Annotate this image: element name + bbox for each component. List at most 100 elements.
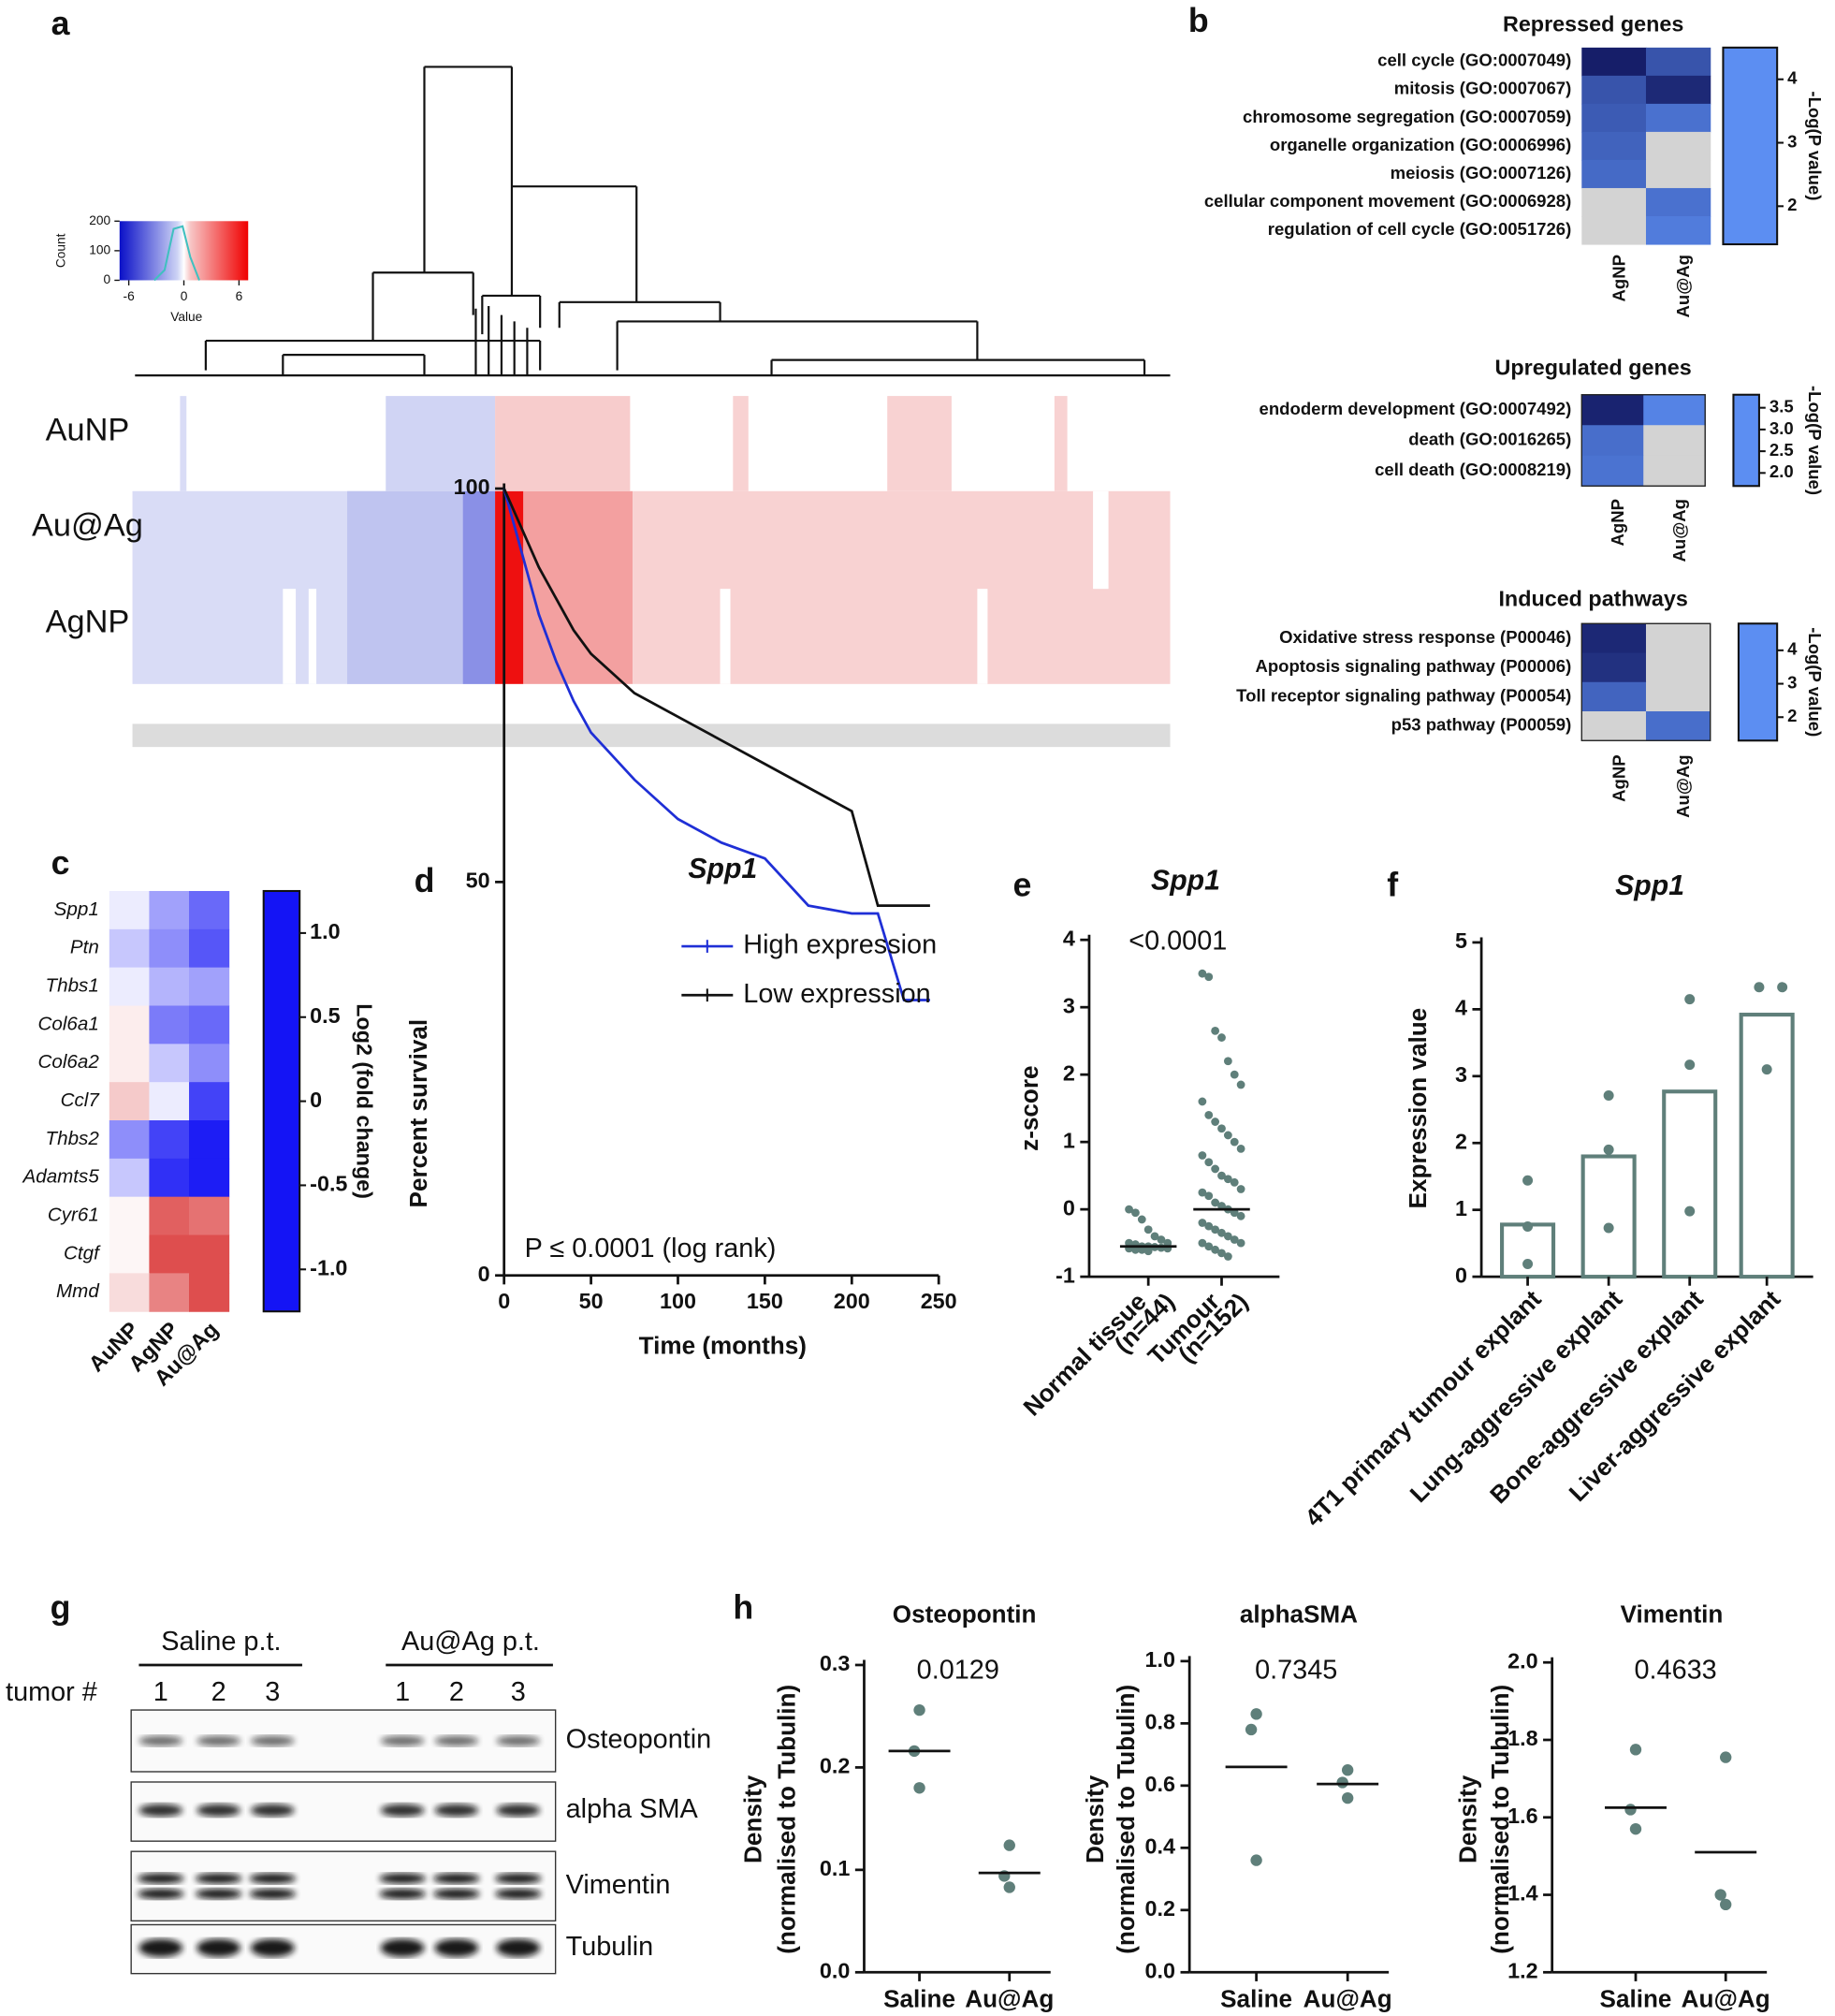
x-tick-label: Au@Ag [1303, 1984, 1392, 2012]
heatmap-cell [1645, 159, 1711, 189]
blot-box [130, 1781, 557, 1842]
column-label: Au@Ag [1673, 255, 1693, 317]
colorbar-label: Log2 (fold change) [352, 1003, 376, 1199]
lane-label: 2 [211, 1677, 226, 1707]
row-label: chromosome segregation (GO:0007059) [1243, 107, 1571, 126]
data-point [1336, 1776, 1348, 1789]
blot-band [197, 1804, 240, 1818]
key-y-tick-label: 0 [104, 272, 111, 286]
row-title: tumor # [6, 1677, 97, 1707]
group-label: Saline p.t. [161, 1627, 281, 1657]
data-point [1777, 982, 1788, 993]
heatmap-cell [189, 1082, 230, 1121]
colorbar [1732, 393, 1760, 488]
heatmap-cell [189, 1158, 230, 1198]
panel-letter: c [51, 844, 70, 882]
row-label: Ccl7 [61, 1089, 101, 1111]
heat-gap [283, 589, 297, 684]
key-x-tick-label: -6 [124, 289, 136, 303]
data-point [1003, 1881, 1015, 1893]
data-point [1198, 1238, 1207, 1248]
key-x-label: Value [170, 310, 202, 324]
blot-band [249, 1873, 297, 1884]
data-point [1223, 1252, 1232, 1261]
y-tick-label: 1 [1455, 1196, 1467, 1220]
blot-band [250, 1938, 295, 1957]
band-label: Osteopontin [566, 1725, 712, 1755]
y-tick-label: 0 [1063, 1195, 1075, 1220]
y-axis-label: Expression value [1404, 1008, 1432, 1209]
heatmap-cell [109, 1005, 150, 1045]
blot-box [130, 1923, 557, 1975]
data-point [1198, 1151, 1207, 1160]
blot-band [495, 1889, 542, 1899]
heatmap-cell [149, 1234, 190, 1274]
y-tick-label: 2 [1455, 1129, 1467, 1153]
heatmap-frame [1580, 622, 1711, 741]
data-point [1230, 1235, 1239, 1244]
data-point [913, 1782, 925, 1794]
heatmap-cell [1581, 103, 1647, 133]
annotation: 0.0129 [917, 1655, 999, 1685]
data-point [1684, 1059, 1696, 1071]
heatmap-cell [109, 1044, 150, 1083]
row-label: Oxidative stress response (P00046) [1279, 627, 1571, 647]
panel-letter: b [1188, 2, 1209, 39]
y-tick-label: 1.6 [1507, 1804, 1537, 1828]
heatmap-cell [1643, 394, 1706, 426]
row-label: Au@Ag [32, 507, 143, 543]
data-point [1137, 1215, 1146, 1224]
row-label: Thbs2 [46, 1128, 100, 1149]
blot-band [138, 1873, 184, 1884]
y-tick-label: -1 [1056, 1263, 1075, 1287]
blot-band [379, 1873, 426, 1884]
lane-label: 2 [449, 1677, 464, 1707]
heat-block [523, 490, 634, 684]
heatmap-cell [1581, 711, 1647, 741]
chart-title: Spp1 [1615, 870, 1684, 901]
column-label: AgNP [1608, 499, 1627, 546]
bar [1739, 1013, 1795, 1279]
blot-band [250, 1735, 295, 1746]
y-tick-label: 0.0 [1145, 1958, 1175, 1982]
data-point [1137, 1245, 1146, 1254]
blot-band [138, 1938, 183, 1957]
y-tick-label: 1 [1063, 1128, 1075, 1152]
colorbar [1737, 622, 1779, 742]
key-histogram [153, 225, 200, 282]
colorbar-tick-label: -1.0 [310, 1255, 347, 1279]
data-point [1250, 1708, 1262, 1720]
y-axis-label: (normalised to Tubulin) [1486, 1685, 1514, 1954]
data-point [1714, 1889, 1726, 1901]
data-point [1204, 972, 1214, 982]
data-point [1204, 1158, 1214, 1167]
y-tick-label: 0.1 [820, 1856, 850, 1880]
row-label: Mmd [56, 1280, 99, 1302]
heatmap-cell [109, 1082, 150, 1121]
data-point [1198, 1188, 1207, 1197]
gene-label-strip [132, 723, 1171, 748]
heatmap-cell [1581, 394, 1644, 426]
colorbar-label: -Log(P value) [1805, 627, 1825, 737]
data-point [1522, 1221, 1534, 1233]
data-point [1761, 1064, 1772, 1075]
data-point [1223, 1057, 1232, 1066]
colorbar-tick-label: 3 [1787, 672, 1797, 692]
heatmap-cell [1581, 455, 1644, 487]
y-axis-label: z-score [1015, 1065, 1043, 1150]
bar [1662, 1089, 1718, 1279]
data-point [1629, 1744, 1642, 1756]
row-label: Ctgf [64, 1242, 101, 1264]
row-label: cell death (GO:0008219) [1375, 460, 1571, 479]
heatmap-cell [109, 967, 150, 1007]
blot-band [197, 1938, 240, 1957]
blot-band [138, 1889, 184, 1899]
column-label: AgNP [1609, 754, 1628, 801]
row-label: Col6a2 [38, 1051, 100, 1073]
panel-letter: g [51, 1588, 71, 1626]
blot-band [434, 1804, 479, 1818]
row-label: death (GO:0016265) [1408, 429, 1571, 448]
column-label: Au@Ag [1673, 754, 1693, 817]
heatmap-cell [149, 928, 190, 969]
heatmap-cell [1645, 215, 1711, 245]
